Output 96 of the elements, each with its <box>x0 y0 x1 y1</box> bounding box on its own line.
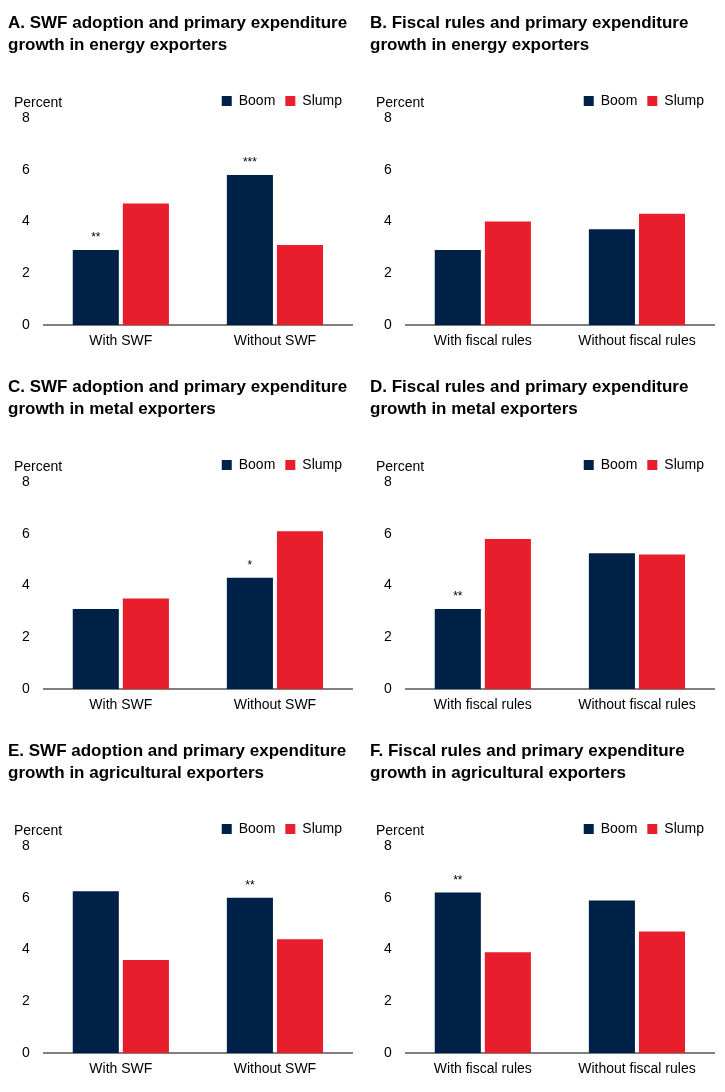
y-axis-title: Percent <box>376 93 425 110</box>
x-tick-label: Without SWF <box>233 332 317 349</box>
chart-title: B. Fiscal rules and primary expenditure growth in energy exporters <box>370 12 690 56</box>
y-tick-label: 8 <box>383 108 392 125</box>
legend-label: Slump <box>302 455 343 472</box>
y-axis-title: Percent <box>376 821 425 838</box>
bar <box>276 244 324 326</box>
bar <box>122 598 169 690</box>
x-tick-label: With fiscal rules <box>433 332 532 349</box>
legend-label: Slump <box>664 455 705 472</box>
legend-label: Slump <box>664 819 705 836</box>
x-tick-label: Without fiscal rules <box>578 696 696 713</box>
y-tick-label: 4 <box>383 212 392 229</box>
bar <box>72 250 119 326</box>
y-tick-label: 8 <box>21 836 30 853</box>
legend-label: Boom <box>600 819 638 836</box>
legend-label: Boom <box>238 819 276 836</box>
y-tick-label: 0 <box>383 680 392 697</box>
y-axis-title: Percent <box>14 457 63 474</box>
bar <box>588 553 635 690</box>
y-tick-label: 4 <box>383 576 392 593</box>
x-tick-label: With fiscal rules <box>433 1060 532 1077</box>
y-tick-label: 6 <box>383 888 392 905</box>
annotation: *** <box>242 155 258 170</box>
bar <box>434 608 481 690</box>
bar <box>638 213 686 326</box>
y-tick-label: 8 <box>21 108 30 125</box>
x-tick-label: With SWF <box>89 696 153 713</box>
y-tick-label: 2 <box>383 264 392 281</box>
bar <box>638 554 686 690</box>
bar <box>638 931 686 1054</box>
annotation: ** <box>453 872 463 887</box>
bar <box>226 577 273 690</box>
bar <box>276 939 324 1054</box>
bar <box>434 250 481 326</box>
chart-title: C. SWF adoption and primary expenditure growth in metal exporters <box>8 376 349 420</box>
y-tick-label: 8 <box>383 472 392 489</box>
y-tick-label: 4 <box>21 576 30 593</box>
x-tick-label: With SWF <box>89 1060 153 1077</box>
chart-title: D. Fiscal rules and primary expenditure growth in metal exporters <box>370 376 690 420</box>
annotation: ** <box>91 230 101 245</box>
y-tick-label: 6 <box>383 524 392 541</box>
bar <box>276 531 324 690</box>
legend-label: Slump <box>664 91 705 108</box>
legend-label: Boom <box>238 455 276 472</box>
legend-label: Boom <box>600 91 638 108</box>
legend-label: Slump <box>302 819 343 836</box>
bar <box>484 538 531 690</box>
y-tick-label: 4 <box>21 212 30 229</box>
x-tick-label: Without SWF <box>233 1060 317 1077</box>
bar <box>434 892 481 1054</box>
annotation: ** <box>245 878 255 893</box>
y-tick-label: 0 <box>383 1044 392 1061</box>
legend-label: Boom <box>238 91 276 108</box>
bar <box>122 959 169 1054</box>
bar <box>72 891 119 1054</box>
bar <box>588 900 635 1054</box>
x-tick-label: With fiscal rules <box>433 696 532 713</box>
x-tick-label: With SWF <box>89 332 153 349</box>
y-tick-label: 6 <box>21 888 30 905</box>
y-tick-label: 4 <box>21 940 30 957</box>
y-axis-title: Percent <box>14 821 63 838</box>
x-tick-label: Without fiscal rules <box>578 332 696 349</box>
bar <box>226 897 273 1054</box>
annotation: * <box>247 558 253 573</box>
y-axis-title: Percent <box>14 93 63 110</box>
x-tick-label: Without fiscal rules <box>578 1060 696 1077</box>
y-tick-label: 6 <box>21 524 30 541</box>
y-tick-label: 4 <box>383 940 392 957</box>
y-tick-label: 2 <box>21 992 30 1009</box>
y-tick-label: 2 <box>383 992 392 1009</box>
y-tick-label: 6 <box>383 160 392 177</box>
y-tick-label: 8 <box>21 472 30 489</box>
y-tick-label: 0 <box>21 1044 30 1061</box>
chart-title: E. SWF adoption and primary expenditure growth in agricultural exporters <box>8 740 348 784</box>
bar <box>588 229 635 326</box>
y-tick-label: 2 <box>21 264 30 281</box>
bar <box>484 952 531 1054</box>
legend-label: Boom <box>600 455 638 472</box>
x-tick-label: Without SWF <box>233 696 317 713</box>
y-tick-label: 8 <box>383 836 392 853</box>
y-tick-label: 0 <box>21 680 30 697</box>
y-tick-label: 6 <box>21 160 30 177</box>
y-tick-label: 2 <box>21 628 30 645</box>
y-tick-label: 0 <box>21 316 30 333</box>
chart-title: F. Fiscal rules and primary expenditure growth in agricultural exporters <box>370 740 686 784</box>
legend-label: Slump <box>302 91 343 108</box>
y-axis-title: Percent <box>376 457 425 474</box>
annotation: ** <box>453 589 463 604</box>
bar <box>484 221 531 326</box>
y-tick-label: 2 <box>383 628 392 645</box>
chart-title: A. SWF adoption and primary expenditure growth in energy exporters <box>8 12 349 56</box>
bar <box>122 203 169 326</box>
bar <box>226 174 273 326</box>
bar <box>72 608 119 690</box>
y-tick-label: 0 <box>383 316 392 333</box>
